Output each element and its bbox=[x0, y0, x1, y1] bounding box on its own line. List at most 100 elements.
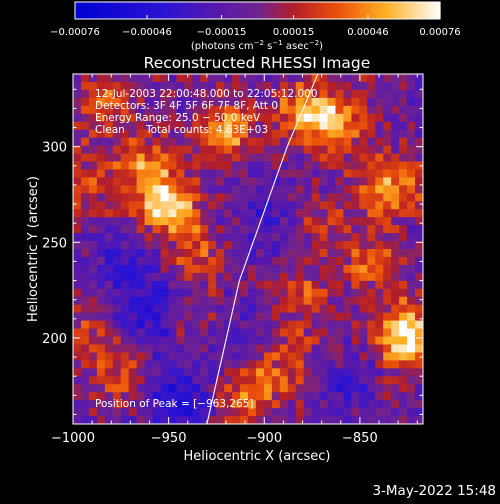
heatmap-cell bbox=[415, 400, 423, 409]
heatmap-cell bbox=[407, 344, 416, 353]
heatmap-cell bbox=[295, 169, 305, 178]
heatmap-cell bbox=[335, 256, 344, 266]
colorbar-cell bbox=[300, 2, 304, 19]
heatmap-cell bbox=[319, 304, 329, 314]
heatmap-cell bbox=[271, 312, 281, 322]
heatmap-cell bbox=[399, 121, 408, 131]
heatmap-cell bbox=[224, 249, 233, 258]
heatmap-cell bbox=[327, 344, 336, 353]
heatmap-cell bbox=[383, 193, 392, 202]
heatmap-cell bbox=[128, 217, 138, 226]
heatmap-cell bbox=[327, 97, 336, 107]
heatmap-cell bbox=[279, 408, 289, 417]
heatmap-cell bbox=[327, 129, 336, 139]
heatmap-cell bbox=[128, 304, 138, 314]
heatmap-cell bbox=[104, 209, 114, 218]
heatmap-cell bbox=[160, 272, 169, 282]
heatmap-cell bbox=[248, 312, 257, 322]
heatmap-cell bbox=[168, 264, 177, 274]
heatmap-cell bbox=[383, 225, 392, 234]
heatmap-cell bbox=[327, 209, 336, 218]
heatmap-cell bbox=[176, 304, 185, 314]
heatmap-cell bbox=[391, 89, 400, 99]
heatmap-cell bbox=[303, 320, 313, 330]
heatmap-cell bbox=[80, 193, 90, 202]
heatmap-cell bbox=[407, 161, 416, 170]
heatmap-cell bbox=[375, 193, 384, 202]
heatmap-cell bbox=[295, 288, 305, 298]
heatmap-cell bbox=[104, 169, 114, 178]
heatmap-cell bbox=[240, 328, 249, 337]
heatmap-cell bbox=[120, 129, 130, 139]
heatmap-cell bbox=[407, 209, 416, 218]
heatmap-cell bbox=[279, 280, 289, 290]
heatmap-cell bbox=[136, 304, 146, 314]
heatmap-cell bbox=[208, 145, 217, 155]
heatmap-cell bbox=[319, 280, 329, 290]
heatmap-cell bbox=[88, 312, 98, 322]
heatmap-cell bbox=[208, 209, 217, 218]
heatmap-cell bbox=[112, 217, 122, 226]
colorbar-cell bbox=[400, 2, 405, 19]
heatmap-cell bbox=[96, 121, 106, 131]
heatmap-cell bbox=[184, 209, 193, 218]
heatmap-cell bbox=[407, 304, 416, 314]
heatmap-cell bbox=[271, 400, 281, 409]
heatmap-cell bbox=[112, 320, 122, 330]
colorbar-cell bbox=[233, 2, 237, 19]
heatmap-cell bbox=[136, 145, 146, 155]
heatmap-cell bbox=[128, 177, 138, 186]
heatmap-cell bbox=[176, 336, 185, 345]
heatmap-cell bbox=[255, 400, 265, 409]
heatmap-cell bbox=[407, 376, 416, 385]
heatmap-cell bbox=[224, 121, 233, 131]
heatmap-cell bbox=[73, 185, 82, 194]
heatmap-cell bbox=[255, 241, 265, 250]
heatmap-cell bbox=[168, 193, 177, 202]
heatmap-cell bbox=[375, 225, 384, 234]
heatmap-cell bbox=[96, 392, 106, 401]
heatmap-cell bbox=[112, 161, 122, 170]
heatmap-cell bbox=[120, 153, 130, 162]
heatmap-cell bbox=[343, 97, 352, 107]
heatmap-cell bbox=[287, 352, 297, 361]
heatmap-cell bbox=[399, 81, 408, 91]
heatmap-cell bbox=[383, 249, 392, 258]
heatmap-cell bbox=[128, 272, 138, 282]
heatmap-cell bbox=[271, 129, 281, 139]
colorbar-cell bbox=[360, 2, 365, 19]
heatmap-cell bbox=[88, 376, 98, 385]
heatmap-cell bbox=[224, 296, 233, 306]
heatmap-cell bbox=[415, 97, 423, 107]
heatmap-cell bbox=[208, 360, 217, 369]
heatmap-cell bbox=[248, 201, 257, 210]
heatmap-cell bbox=[232, 264, 241, 274]
heatmap-cell bbox=[279, 201, 289, 210]
heatmap-cell bbox=[184, 264, 193, 274]
heatmap-cell bbox=[295, 360, 305, 369]
heatmap-cell bbox=[335, 201, 344, 210]
heatmap-cell bbox=[232, 296, 241, 306]
image-area bbox=[73, 74, 423, 424]
heatmap-cell bbox=[192, 272, 201, 282]
heatmap-cell bbox=[391, 113, 400, 123]
heatmap-cell bbox=[208, 129, 217, 139]
heatmap-cell bbox=[112, 288, 122, 298]
heatmap-cell bbox=[367, 169, 376, 178]
heatmap-cell bbox=[128, 344, 138, 353]
heatmap-cell bbox=[160, 280, 169, 290]
heatmap-cell bbox=[240, 137, 249, 147]
heatmap-cell bbox=[367, 368, 376, 377]
heatmap-cell bbox=[399, 256, 408, 266]
annotation-energy: Energy Range: 25.0 − 50.0 keV bbox=[95, 112, 261, 124]
heatmap-cell bbox=[255, 81, 265, 91]
heatmap-cell bbox=[279, 105, 289, 115]
heatmap-cell bbox=[152, 416, 161, 424]
heatmap-cell bbox=[303, 169, 313, 178]
heatmap-cell bbox=[160, 209, 169, 218]
heatmap-cell bbox=[279, 416, 289, 424]
heatmap-cell bbox=[80, 233, 90, 242]
heatmap-cell bbox=[224, 304, 233, 314]
heatmap-cell bbox=[128, 288, 138, 298]
colorbar-cell bbox=[333, 2, 338, 19]
